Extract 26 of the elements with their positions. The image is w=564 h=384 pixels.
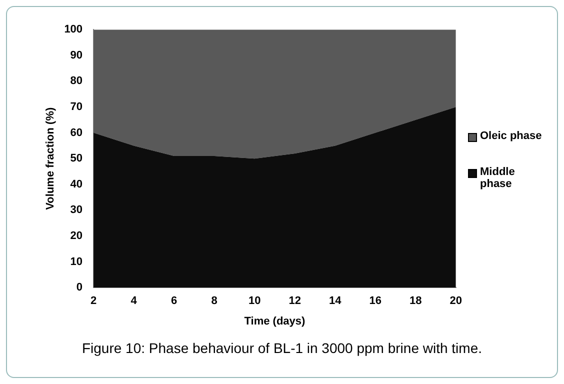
x-tick-label: 10 xyxy=(248,295,261,308)
y-tick-label: 40 xyxy=(70,178,83,190)
caption: Figure 10: Phase behaviour of BL-1 in 3000 ppm brine with time. xyxy=(80,340,483,356)
y-tick-label: 60 xyxy=(70,126,83,139)
y-axis-title: Volume fraction (%) xyxy=(44,107,57,210)
x-tick-label: 2 xyxy=(90,295,97,308)
x-tick-label: 8 xyxy=(211,295,218,308)
y-tick-label: 30 xyxy=(70,204,83,216)
y-tick-label: 50 xyxy=(70,152,83,165)
x-tick-label: 20 xyxy=(450,295,462,308)
legend-label: Middle phase xyxy=(480,166,516,190)
y-tick-label: 70 xyxy=(70,101,83,114)
x-tick-label: 6 xyxy=(171,295,178,308)
y-tick-label: 10 xyxy=(70,256,83,268)
y-tick-label: 0 xyxy=(76,282,83,294)
legend-label: Oleic phase xyxy=(480,130,542,142)
x-tick-label: 12 xyxy=(288,295,301,308)
x-tick-label: 18 xyxy=(410,295,422,308)
x-tick-label: 4 xyxy=(130,295,138,308)
x-tick-label: 14 xyxy=(328,295,342,308)
x-tick-label: 16 xyxy=(369,295,382,308)
y-tick-label: 80 xyxy=(70,75,83,88)
y-tick-label: 20 xyxy=(70,230,83,242)
y-tick-label: 90 xyxy=(70,49,83,62)
y-tick-label: 100 xyxy=(64,24,83,36)
x-axis-title: Time (days) xyxy=(244,315,306,328)
